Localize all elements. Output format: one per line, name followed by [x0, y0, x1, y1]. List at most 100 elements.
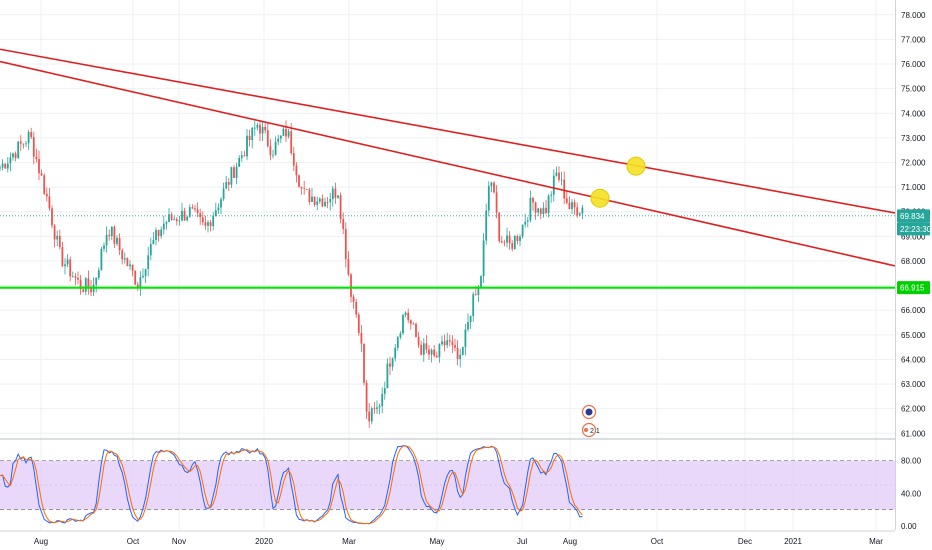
candle-body: [14, 153, 17, 159]
candle-body: [105, 234, 108, 246]
candle-body: [225, 182, 228, 189]
candle-body: [316, 201, 319, 205]
candle-body: [261, 126, 264, 134]
candle-body: [547, 195, 550, 214]
candle-body: [240, 155, 243, 158]
last-price-badge: [897, 209, 930, 223]
candle-body: [368, 411, 371, 422]
candle-body: [74, 276, 77, 278]
candle-body: [131, 264, 134, 271]
candle-body: [412, 323, 415, 325]
price-tick-label: 66.000: [901, 306, 926, 315]
candle-body: [71, 276, 74, 278]
candle-body: [425, 343, 428, 350]
candle-body: [303, 188, 306, 190]
price-tick-label: 65.000: [901, 331, 926, 340]
candle-body: [542, 207, 545, 214]
candle-body: [173, 219, 176, 220]
candle-body: [56, 235, 59, 240]
candle-body: [490, 182, 493, 186]
price-tick-label: 77.000: [901, 35, 926, 44]
candle-body: [251, 127, 254, 141]
candle-body: [472, 294, 475, 317]
candle-body: [331, 188, 334, 199]
candle-body: [487, 185, 490, 211]
candle-body: [253, 127, 256, 129]
candle-body: [550, 194, 553, 196]
highlight-circle: [590, 188, 610, 208]
trendlines: [0, 48, 896, 289]
candle-body: [311, 196, 313, 203]
candle-body: [272, 154, 274, 156]
price-tick-label: 71.000: [901, 183, 926, 192]
candle-body: [168, 214, 170, 223]
candle-body: [25, 143, 27, 145]
candle-body: [300, 186, 303, 189]
candle-body: [152, 239, 155, 245]
candle-body: [162, 223, 165, 230]
candle-body: [269, 146, 272, 156]
candle-body: [212, 215, 215, 227]
candle-body: [430, 349, 433, 355]
candle-body: [90, 288, 92, 293]
candle-body: [519, 236, 521, 241]
candle-body: [110, 226, 113, 237]
oscillator-tick-label: 0.00: [901, 522, 917, 531]
candle-body: [194, 208, 196, 210]
price-tick-label: 73.000: [901, 134, 926, 143]
candle-body: [4, 163, 7, 169]
candle-body: [170, 214, 173, 220]
candle-body: [493, 182, 495, 193]
candle-body: [116, 237, 118, 244]
price-axis[interactable]: 78.000 77.000 76.000 75.000 74.000 73.000 72.0…: [895, 0, 932, 531]
candle-body: [407, 312, 410, 321]
candle-body: [500, 241, 503, 243]
price-tick-label: 69.000: [901, 232, 926, 241]
candle-body: [149, 244, 152, 256]
time-axis[interactable]: Aug Oct Nov 2020 Mar May Jul Aug Oct Dec 2021 Mar: [0, 530, 895, 546]
candle-body: [438, 344, 441, 358]
candle-body: [160, 229, 163, 237]
candle-body: [19, 141, 22, 144]
candle-body: [147, 255, 150, 270]
candle-body: [108, 234, 111, 237]
candle-body: [30, 132, 33, 138]
time-tick-label: Aug: [563, 537, 577, 546]
time-tick-label: Aug: [34, 537, 48, 546]
candle-body: [373, 408, 376, 410]
candle-body: [139, 277, 142, 288]
candle-body: [318, 198, 321, 202]
candle-body: [446, 340, 449, 346]
candle-body: [383, 388, 386, 394]
candle-body: [136, 284, 139, 288]
candle-body: [82, 289, 85, 292]
candle-body: [9, 157, 12, 164]
time-tick-label: May: [429, 537, 444, 546]
candle-body: [381, 393, 384, 407]
candle-body: [230, 167, 233, 185]
candle-body: [188, 207, 191, 217]
candle-body: [578, 213, 581, 216]
candle-body: [571, 202, 573, 209]
support-badge: [897, 281, 930, 295]
candle-body: [227, 182, 230, 185]
candle-body: [69, 259, 72, 277]
candle-body: [274, 141, 277, 155]
candle-body: [474, 294, 477, 295]
candle-body: [441, 341, 443, 345]
candle-body: [282, 128, 285, 136]
candle-body: [376, 407, 378, 409]
candle-body: [337, 195, 339, 198]
price-tick-label: 78.000: [901, 11, 926, 20]
stoch-d-line: [0, 445, 583, 525]
event-markers[interactable]: 2 1: [581, 404, 600, 438]
candle-body: [165, 222, 168, 224]
candle-body: [404, 312, 407, 316]
candle-body: [155, 229, 157, 240]
support-badge-label: 66.915: [900, 284, 925, 293]
candle-body: [220, 199, 222, 208]
candle-body: [129, 264, 131, 267]
candle-body: [334, 188, 337, 198]
candle-body: [506, 235, 508, 243]
